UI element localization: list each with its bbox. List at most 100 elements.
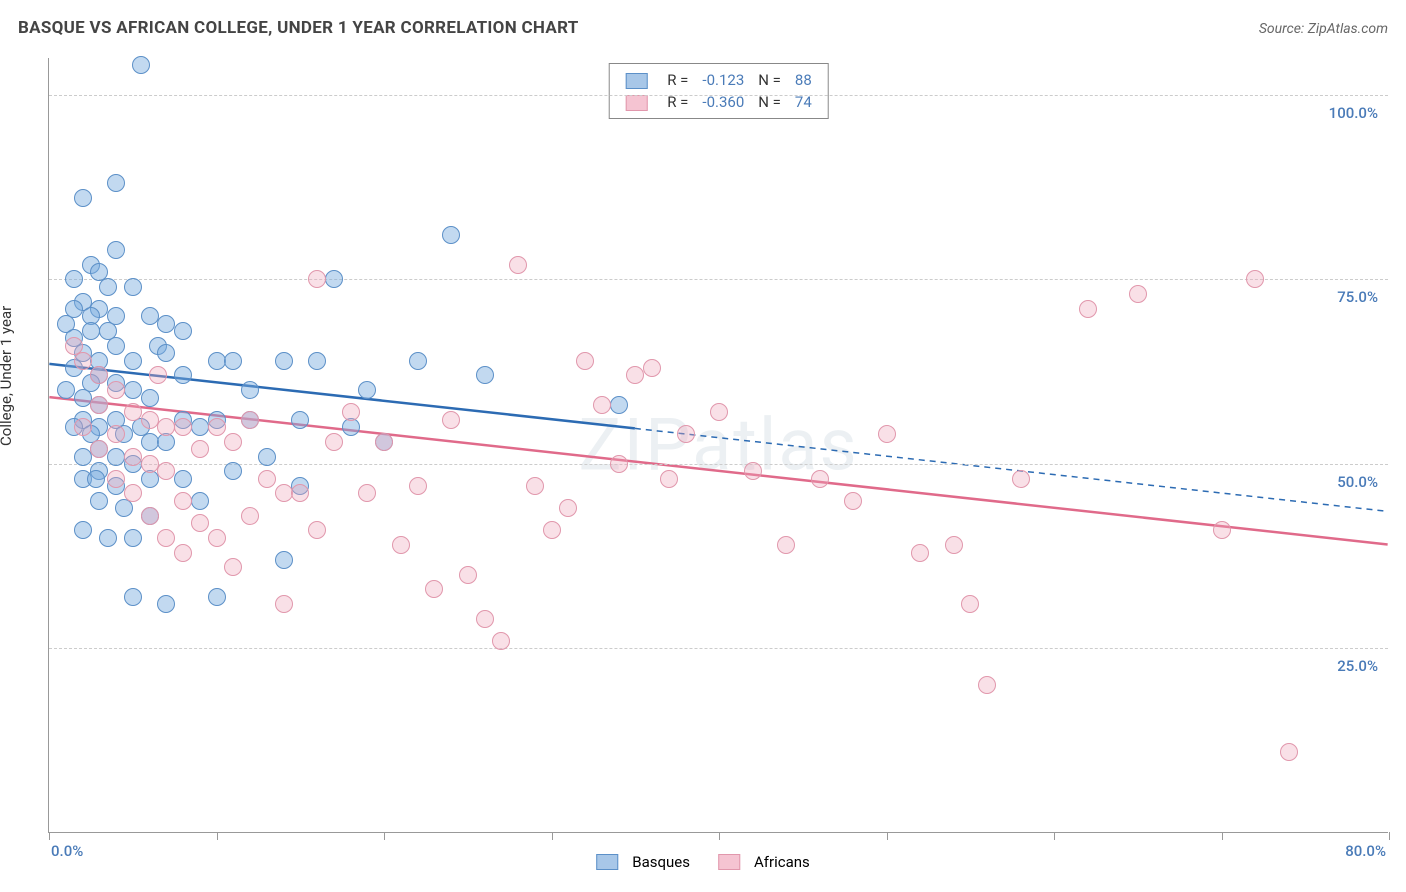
legend-swatch <box>625 73 647 89</box>
point-africans <box>844 492 862 510</box>
point-africans <box>157 418 175 436</box>
point-africans <box>174 492 192 510</box>
point-basques <box>358 381 376 399</box>
legend-n-label: N = <box>752 70 787 90</box>
point-africans <box>174 418 192 436</box>
point-africans <box>325 433 343 451</box>
point-africans <box>626 366 644 384</box>
point-africans <box>174 544 192 562</box>
point-africans <box>74 352 92 370</box>
xtick-label: 0.0% <box>51 842 83 860</box>
point-africans <box>224 433 242 451</box>
point-africans <box>610 455 628 473</box>
xtick-mark <box>1222 832 1223 840</box>
xtick-label: 80.0% <box>1345 842 1386 860</box>
point-africans <box>961 595 979 613</box>
correlation-legend-row: R =-0.123N =88 <box>619 70 818 90</box>
grid-line-h <box>49 648 1388 649</box>
point-africans <box>1079 300 1097 318</box>
xtick-mark <box>217 832 218 840</box>
point-africans <box>107 425 125 443</box>
point-africans <box>409 477 427 495</box>
point-africans <box>241 507 259 525</box>
chart-title: BASQUE VS AFRICAN COLLEGE, UNDER 1 YEAR … <box>18 18 579 38</box>
point-africans <box>308 270 326 288</box>
point-basques <box>132 56 150 74</box>
point-africans <box>559 499 577 517</box>
correlation-legend-table: R =-0.123N =88R =-0.360N =74 <box>617 68 820 114</box>
point-basques <box>107 174 125 192</box>
plot-area: ZIPatlas R =-0.123N =88R =-0.360N =74 25… <box>48 58 1388 833</box>
point-africans <box>492 632 510 650</box>
point-africans <box>90 396 108 414</box>
point-africans <box>141 455 159 473</box>
point-africans <box>1213 521 1231 539</box>
point-africans <box>643 359 661 377</box>
point-africans <box>124 403 142 421</box>
point-africans <box>191 514 209 532</box>
point-basques <box>610 396 628 414</box>
point-africans <box>157 462 175 480</box>
point-basques <box>141 307 159 325</box>
point-basques <box>174 322 192 340</box>
point-basques <box>141 389 159 407</box>
point-africans <box>90 440 108 458</box>
point-basques <box>107 241 125 259</box>
grid-line-h <box>49 279 1388 280</box>
point-africans <box>777 536 795 554</box>
ytick-label: 100.0% <box>1329 104 1378 122</box>
point-basques <box>174 366 192 384</box>
point-basques <box>308 352 326 370</box>
point-africans <box>141 507 159 525</box>
series-legend-item: Africans <box>718 853 810 871</box>
point-africans <box>149 366 167 384</box>
yaxis-title-text: College, Under 1 year <box>0 306 15 446</box>
point-africans <box>375 433 393 451</box>
point-basques <box>208 352 226 370</box>
legend-swatch <box>718 854 740 870</box>
yaxis-title: College, Under 1 year <box>0 306 15 446</box>
point-basques <box>275 551 293 569</box>
point-basques <box>157 344 175 362</box>
point-basques <box>241 381 259 399</box>
point-africans <box>945 536 963 554</box>
point-africans <box>811 470 829 488</box>
point-africans <box>241 411 259 429</box>
point-africans <box>107 470 125 488</box>
legend-r-label: R = <box>661 70 694 90</box>
xtick-mark <box>49 832 50 840</box>
point-basques <box>57 381 75 399</box>
point-africans <box>978 676 996 694</box>
point-basques <box>124 588 142 606</box>
xtick-mark <box>1054 832 1055 840</box>
xtick-mark <box>552 832 553 840</box>
point-africans <box>878 425 896 443</box>
series-legend-label: Basques <box>632 853 690 871</box>
series-legend-label: Africans <box>754 853 810 871</box>
trend-lines-svg <box>49 58 1388 832</box>
legend-r-value: -0.123 <box>696 70 750 90</box>
point-basques <box>65 270 83 288</box>
legend-n-value: 88 <box>789 70 818 90</box>
point-basques <box>191 418 209 436</box>
point-africans <box>291 484 309 502</box>
point-basques <box>442 226 460 244</box>
point-africans <box>1246 270 1264 288</box>
point-africans <box>191 440 209 458</box>
grid-line-h <box>49 464 1388 465</box>
ytick-label: 25.0% <box>1337 657 1378 675</box>
point-basques <box>174 470 192 488</box>
point-basques <box>74 189 92 207</box>
point-africans <box>124 484 142 502</box>
point-africans <box>107 381 125 399</box>
point-africans <box>208 418 226 436</box>
point-basques <box>124 278 142 296</box>
point-africans <box>258 470 276 488</box>
grid-line-h <box>49 95 1388 96</box>
xtick-mark <box>384 832 385 840</box>
point-basques <box>325 270 343 288</box>
point-africans <box>1129 285 1147 303</box>
point-africans <box>157 529 175 547</box>
point-basques <box>124 352 142 370</box>
point-africans <box>342 403 360 421</box>
